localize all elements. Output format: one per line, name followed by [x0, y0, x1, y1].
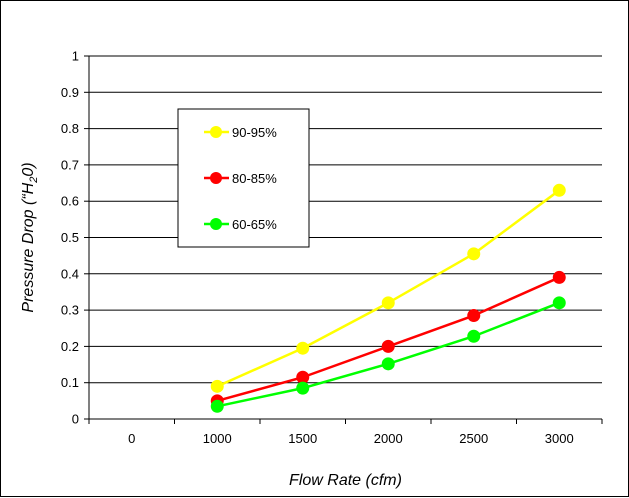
y-tick-label: 0.2 [61, 339, 79, 354]
series-lines [210, 183, 566, 413]
data-point [467, 309, 481, 323]
y-axis-title-subscript: 2 [28, 177, 40, 184]
x-tick-label: 1000 [203, 431, 232, 446]
series-line [216, 301, 560, 408]
axes [84, 55, 603, 424]
x-tick-label: 1500 [288, 431, 317, 446]
data-point [552, 270, 566, 284]
x-axis-title: Flow Rate (cfm) [289, 472, 402, 489]
y-tick-label: 0.3 [61, 303, 79, 318]
data-point [381, 357, 395, 371]
legend: 90-95% 80-85% 60-65% [177, 108, 310, 248]
data-point [381, 296, 395, 310]
x-tick-label: 3000 [545, 431, 574, 446]
legend-swatch-marker [210, 126, 222, 138]
data-point [296, 370, 310, 384]
data-point [552, 296, 566, 310]
legend-swatch-marker [210, 218, 222, 230]
legend-label: 90-95% [232, 125, 277, 140]
data-point [210, 399, 224, 413]
data-point [210, 379, 224, 393]
y-tick-label: 0.9 [61, 85, 79, 100]
data-point [296, 381, 310, 395]
y-tick-label: 0.5 [61, 230, 79, 245]
x-tick-label: 0 [128, 431, 135, 446]
y-tick-label: 0.6 [61, 194, 79, 209]
data-point [552, 183, 566, 197]
y-axis-title-prefix: Pressure Drop (“H [20, 182, 37, 312]
data-point [296, 341, 310, 355]
tick-labels: 0 0.1 0.2 0.3 0.4 0.5 0.6 0.7 0.8 0.9 1 0 1000 1500 20… [61, 49, 574, 447]
data-point [467, 329, 481, 343]
x-tick-label: 2000 [374, 431, 403, 446]
y-axis-title-suffix: 0) [20, 162, 37, 176]
gridlines [89, 55, 602, 384]
legend-swatch-marker [210, 172, 222, 184]
legend-label: 80-85% [232, 171, 277, 186]
y-tick-label: 0.1 [61, 375, 79, 390]
y-tick-label: 0.7 [61, 157, 79, 172]
legend-box [177, 108, 310, 248]
y-tick-label: 0.4 [61, 266, 79, 281]
data-point [467, 247, 481, 261]
legend-label: 60-65% [232, 217, 277, 232]
y-tick-label: 0.8 [61, 121, 79, 136]
data-point [381, 339, 395, 353]
y-axis-title: Pressure Drop (“H20) [20, 162, 40, 312]
x-tick-label: 2500 [459, 431, 488, 446]
y-tick-label: 1 [72, 49, 79, 64]
y-tick-label: 0 [72, 412, 79, 427]
